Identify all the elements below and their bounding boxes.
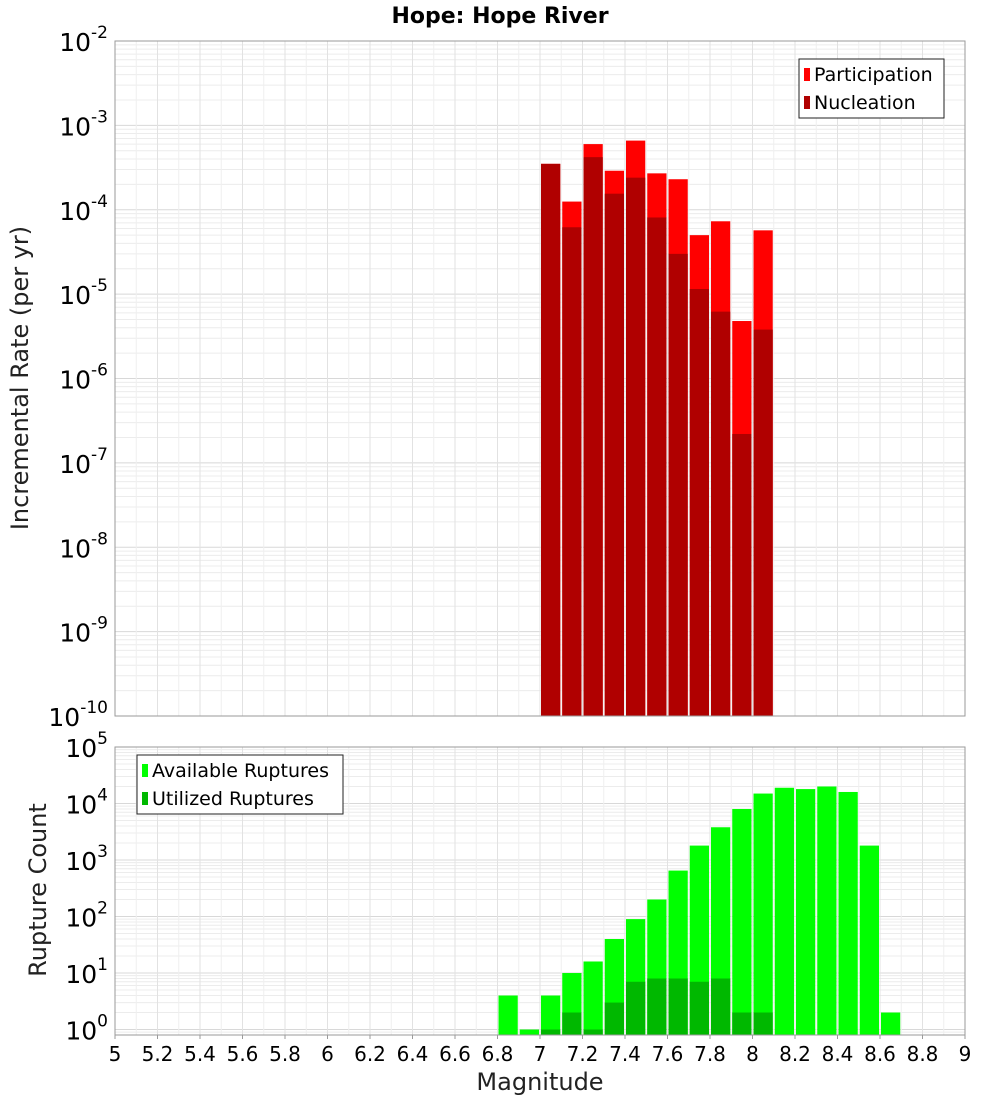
rupture-bar-front: [711, 978, 731, 1035]
x-tick-label: 5.8: [269, 1042, 301, 1066]
x-tick-label: 6.8: [482, 1042, 514, 1066]
rupture-y-tick-label: 101: [65, 955, 108, 989]
x-tick-label: 8.4: [822, 1042, 854, 1066]
x-tick-label: 5.4: [184, 1042, 216, 1066]
x-tick-label: 7.6: [652, 1042, 684, 1066]
rupture-legend-label: Utilized Ruptures: [152, 788, 314, 810]
rupture-bar-front: [732, 1012, 752, 1035]
rupture-legend-swatch: [142, 792, 148, 805]
rate-y-tick-label: 10-2: [59, 23, 108, 57]
rate-legend-swatch: [804, 96, 810, 109]
rate-bar-front: [647, 217, 667, 717]
rupture-legend-swatch: [142, 764, 148, 777]
x-tick-label: 5: [109, 1042, 122, 1066]
rate-bar-front: [753, 329, 773, 716]
x-tick-label: 8.8: [907, 1042, 939, 1066]
rate-y-tick-labels: 10-10 10-9 10-8 10-7 10-6 10-5 10-4 10-3 10-2: [48, 23, 108, 732]
rate-bar-front: [711, 311, 731, 716]
rupture-bar-front: [626, 981, 646, 1035]
rupture-bar-back: [583, 961, 603, 1035]
rate-y-tick-label: 10-9: [59, 614, 108, 648]
rate-y-tick-label: 10-3: [59, 107, 108, 141]
rupture-bar-front: [562, 1012, 582, 1035]
rupture-bar-front: [689, 981, 709, 1035]
rate-y-tick-label: 10-6: [59, 361, 108, 395]
x-tick-labels: 5 5.2 5.4 5.6 5.8 6 6.2 6.4 6.6 6.8 7 7.2 7.4 7.6 7.8 8…: [109, 1035, 972, 1066]
x-tick-label: 6.6: [439, 1042, 471, 1066]
x-tick-label: 9: [959, 1042, 972, 1066]
rupture-y-tick-label: 102: [65, 899, 108, 933]
rupture-y-tick-labels: 100 101 102 103 104 105: [65, 729, 108, 1046]
x-tick-label: 8: [746, 1042, 759, 1066]
rate-bar-front: [583, 157, 603, 717]
rate-legend-swatch: [804, 68, 810, 81]
rupture-bar-back: [732, 808, 752, 1035]
rate-bar-front: [604, 193, 624, 716]
rupture-bar-back: [541, 995, 561, 1035]
rate-bar-front: [689, 289, 709, 716]
rate-bar-front: [626, 177, 646, 716]
rate-bar-front: [668, 253, 688, 716]
rate-plot: 10-10 10-9 10-8 10-7 10-6 10-5 10-4 10-3 10-2 Par…: [48, 23, 966, 732]
rate-legend-box: [798, 58, 945, 119]
rupture-bar-back: [796, 789, 816, 1035]
rate-y-tick-label: 10-4: [59, 192, 108, 226]
rupture-bar-front: [541, 1029, 561, 1035]
rupture-series-front: [541, 978, 773, 1035]
rupture-y-tick-label: 100: [65, 1012, 108, 1046]
rate-series-front: [541, 157, 773, 717]
rupture-y-tick-label: 105: [65, 729, 108, 763]
rate-bar-front: [541, 163, 561, 717]
x-tick-label: 7.2: [567, 1042, 599, 1066]
rate-plot-frame: [114, 40, 966, 717]
x-tick-label: 5.2: [142, 1042, 174, 1066]
rate-bar-front: [732, 433, 752, 716]
rupture-bar-back: [817, 786, 837, 1035]
x-tick-label: 7.4: [609, 1042, 641, 1066]
x-tick-label: 7: [534, 1042, 547, 1066]
rupture-bar-front: [583, 1029, 603, 1035]
rate-y-tick-label: 10-8: [59, 529, 108, 563]
rupture-legend-label: Available Ruptures: [152, 760, 329, 782]
rupture-bar-front: [647, 978, 667, 1035]
chart-title: Hope: Hope River: [391, 4, 608, 29]
x-tick-label: 8.2: [779, 1042, 811, 1066]
rupture-bar-back: [498, 995, 518, 1035]
rate-legend-label: Nucleation: [814, 92, 916, 114]
x-tick-label: 6.2: [354, 1042, 386, 1066]
x-tick-label: 6: [321, 1042, 334, 1066]
rupture-y-tick-label: 104: [65, 786, 108, 820]
rate-bar-front: [562, 227, 582, 716]
rupture-bar-front: [753, 1012, 773, 1035]
rupture-bar-front: [604, 1002, 624, 1035]
rupture-count-plot: 100 101 102 103 104 105 Available Ruptures Util…: [65, 729, 971, 1066]
rupture-bar-back: [881, 1012, 901, 1035]
rate-legend-label: Participation: [814, 64, 933, 86]
rate-gridlines: [114, 40, 966, 717]
bottom-y-axis-label: Rupture Count: [24, 803, 52, 977]
rate-legend: Participation Nucleation: [798, 58, 945, 119]
rupture-bar-back: [774, 787, 794, 1035]
rupture-y-tick-label: 103: [65, 842, 108, 876]
x-tick-label: 5.6: [227, 1042, 259, 1066]
rate-y-tick-label: 10-7: [59, 445, 108, 479]
rupture-bar-back: [519, 1029, 539, 1035]
rate-y-tick-label: 10-10: [48, 698, 108, 732]
x-tick-label: 7.8: [694, 1042, 726, 1066]
rupture-bar-back: [838, 791, 858, 1035]
top-y-axis-label: Incremental Rate (per yr): [6, 226, 34, 530]
x-tick-label: 8.6: [864, 1042, 896, 1066]
rupture-bar-front: [668, 978, 688, 1035]
rate-y-tick-label: 10-5: [59, 276, 108, 310]
rupture-bar-back: [753, 793, 773, 1035]
rupture-bar-back: [859, 845, 879, 1035]
x-tick-label: 6.4: [397, 1042, 429, 1066]
x-axis-label: Magnitude: [476, 1068, 603, 1096]
rupture-legend: Available Ruptures Utilized Ruptures: [136, 754, 344, 815]
rupture-legend-box: [136, 754, 344, 815]
